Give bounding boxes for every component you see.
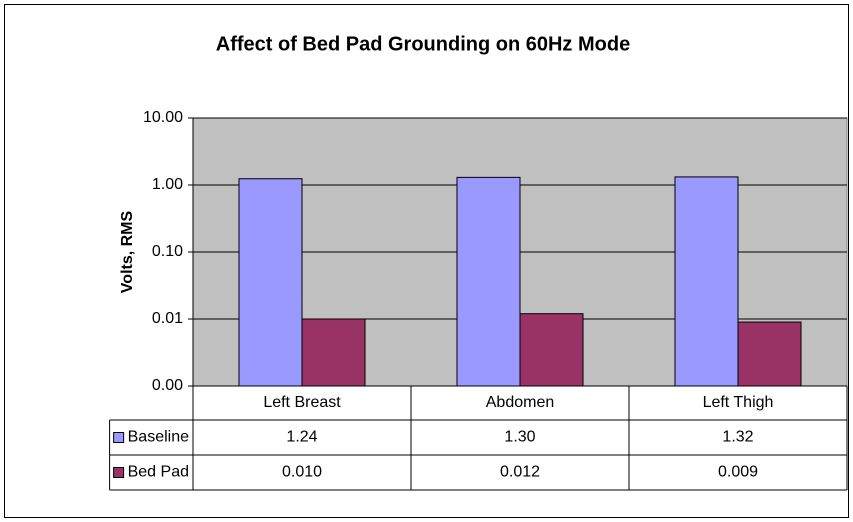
bar <box>456 176 521 387</box>
y-tick-label: 1.00 <box>152 176 183 193</box>
x-tick-label: Abdomen <box>486 394 555 411</box>
y-tick-label: 0.10 <box>152 243 183 260</box>
bar <box>519 313 584 387</box>
chart-title: Affect of Bed Pad Grounding on 60Hz Mode <box>216 33 630 55</box>
bar <box>674 176 739 387</box>
y-axis-title: Volts, RMS <box>119 210 136 293</box>
legend-label: Baseline <box>128 429 189 446</box>
bar <box>301 318 366 387</box>
table-cell: 1.30 <box>504 429 535 446</box>
table-cell: 0.012 <box>500 464 540 481</box>
y-tick-label: 0.00 <box>152 377 183 394</box>
y-tick-label: 10.00 <box>143 109 183 126</box>
table-cell: 0.009 <box>718 464 758 481</box>
legend-label: Bed Pad <box>128 464 189 481</box>
x-tick-label: Left Breast <box>263 394 341 411</box>
bar <box>238 178 303 387</box>
table-cell: 1.24 <box>286 429 317 446</box>
table-cell: 1.32 <box>722 429 753 446</box>
table-cell: 0.010 <box>282 464 322 481</box>
legend-key <box>113 467 125 478</box>
y-tick-label: 0.01 <box>152 310 183 327</box>
bar <box>737 321 802 387</box>
legend-key <box>113 432 125 443</box>
x-tick-label: Left Thigh <box>703 394 774 411</box>
